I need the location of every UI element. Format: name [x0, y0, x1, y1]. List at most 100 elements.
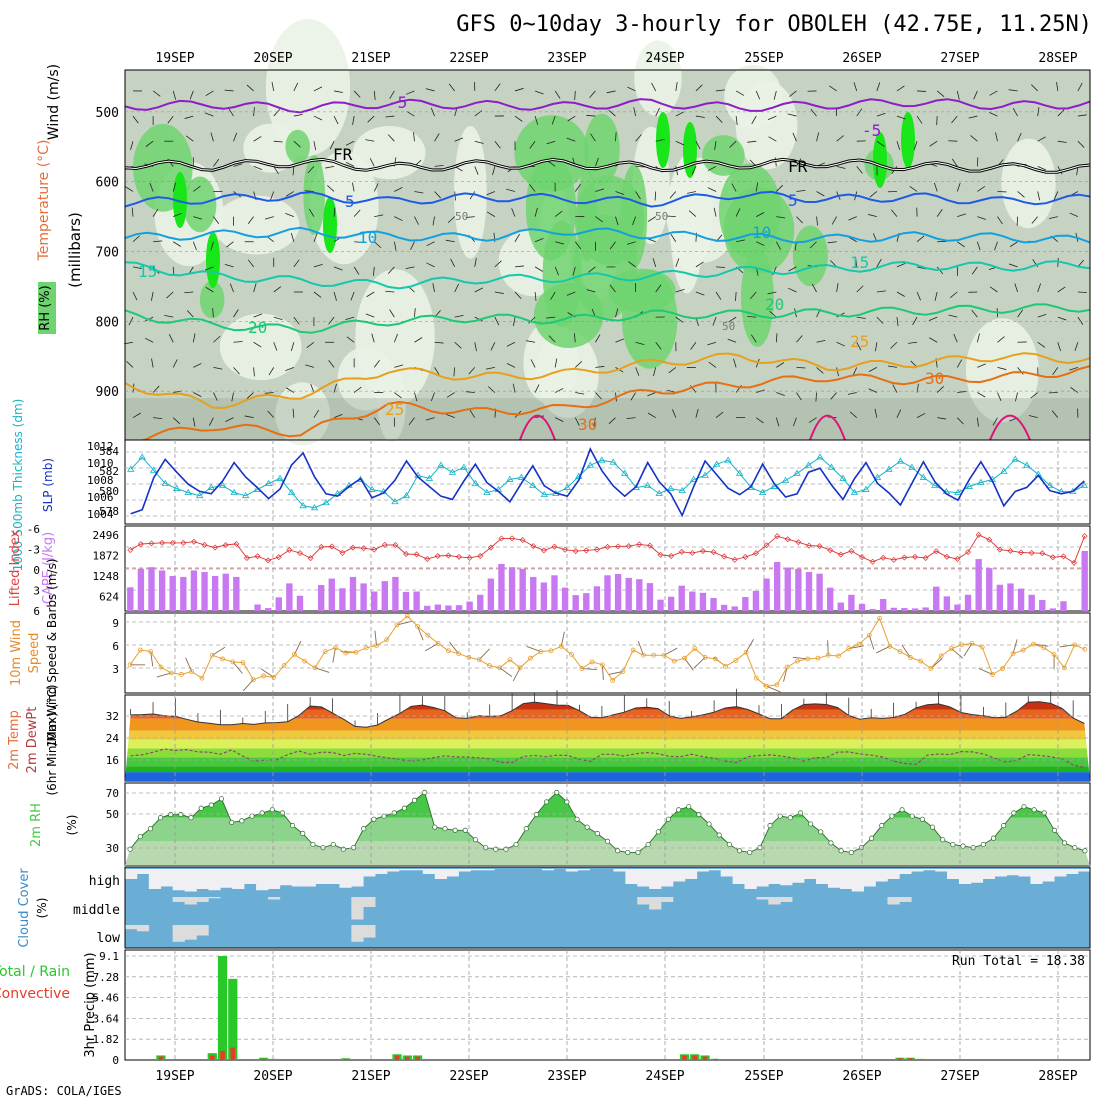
rh-dry-region — [214, 196, 299, 255]
wind-axis-label-1: 10m Wind — [9, 620, 24, 686]
top-date-label: 26SEP — [842, 51, 881, 66]
contour-label: 25 — [850, 332, 869, 351]
cloud-middle-bar — [173, 897, 185, 902]
temp2m-tick-label: 32 — [106, 710, 119, 723]
cloud-high-bar — [292, 869, 304, 887]
cloud-high-bar — [899, 869, 911, 874]
pressure-tick-label: 600 — [96, 176, 119, 191]
cloud-high-bar — [745, 869, 757, 889]
cloud-high-bar — [232, 869, 244, 889]
rh2m-point — [991, 836, 995, 840]
rh2m-point — [636, 850, 640, 854]
cloud-middle-bar — [196, 897, 208, 902]
rh2m-point — [920, 817, 924, 821]
li-axis-label: Lifted Index — [8, 529, 23, 606]
cloud-high-bar — [399, 869, 411, 870]
rh2m-point — [250, 814, 254, 818]
cape-bar — [456, 605, 462, 611]
cloud-high-bar — [852, 869, 864, 892]
cape-bar — [912, 608, 918, 611]
cloud-high-bar — [470, 869, 482, 870]
cape-bar — [785, 568, 791, 611]
rh2m-point — [1042, 811, 1046, 815]
rh2m-point — [1022, 804, 1026, 808]
cape-bar — [573, 595, 579, 611]
rh2m-point — [453, 828, 457, 832]
cape-bar — [774, 562, 780, 611]
cloud-high-bar — [756, 869, 768, 887]
contour-label: FR — [788, 157, 808, 176]
temp2m-tick-label: 16 — [106, 754, 119, 767]
cloud-high-bar — [1066, 869, 1078, 874]
precip-conv-bar — [343, 1059, 348, 1060]
slp-axis-label: SLP (mb) — [41, 458, 55, 512]
top-date-label: 27SEP — [940, 51, 979, 66]
precip-tick-label: 0 — [112, 1054, 119, 1067]
cloud-high-bar — [268, 869, 280, 889]
cape-bar — [297, 596, 303, 611]
cloud-high-bar — [649, 869, 661, 889]
rh2m-point — [372, 817, 376, 821]
cloud-layer-label: high — [89, 874, 120, 889]
cloud-high-bar — [923, 869, 935, 870]
cloud-high-bar — [447, 869, 459, 877]
rh2m-point — [839, 849, 843, 853]
precip-conv-bar — [908, 1058, 913, 1060]
cloud-high-bar — [208, 869, 220, 890]
cloud-high-bar — [173, 869, 185, 890]
cape-bar — [329, 579, 335, 611]
rh2m-point — [240, 819, 244, 823]
cloud-low-bar — [173, 925, 185, 942]
rh2m-point — [819, 830, 823, 834]
precip-total-label: Total / Rain — [0, 964, 70, 980]
contour-label: 10 — [752, 223, 771, 242]
cloud-high-bar — [673, 869, 685, 882]
rh2m-point — [605, 839, 609, 843]
thickness-point — [668, 486, 674, 491]
cape-bar — [1007, 583, 1013, 611]
rh2m-point — [169, 812, 173, 816]
cloud-high-bar — [721, 869, 733, 877]
temp-color-band — [125, 695, 1090, 710]
cape-bar — [742, 597, 748, 611]
cape-bar — [869, 609, 875, 611]
rh-moist-region — [793, 225, 828, 286]
temp-color-band — [125, 772, 1090, 781]
cape-bar — [647, 583, 653, 611]
precip-conv-bar — [713, 1059, 718, 1060]
cape-bar — [1039, 600, 1045, 611]
cloud-middle-bar — [649, 897, 661, 910]
bottom-date-label: 21SEP — [351, 1069, 390, 1084]
cape-bar — [212, 576, 218, 611]
cape-bar — [519, 569, 525, 611]
rh2m-point — [656, 830, 660, 834]
rh-moist-region — [514, 115, 588, 191]
rh-moist-region — [285, 130, 310, 164]
cloud-high-bar — [280, 869, 292, 885]
cape-bar — [180, 577, 186, 611]
rh2m-point — [941, 838, 945, 842]
rh2m-point — [138, 834, 142, 838]
precip-conv-bar — [415, 1057, 420, 1060]
top-date-label: 23SEP — [547, 51, 586, 66]
chart-title: GFS 0~10day 3-hourly for OBOLEH (42.75E,… — [456, 12, 1092, 37]
temp2m-tick-label: 24 — [106, 732, 120, 745]
cape-bar — [498, 564, 504, 611]
cape-bar — [138, 569, 144, 611]
cape-bar — [859, 604, 865, 611]
cape-bar — [148, 567, 154, 611]
temp2m-axis-label-2: 2m DewPt — [25, 707, 40, 774]
rh-band — [125, 783, 1090, 818]
cape-bar — [159, 570, 165, 611]
rh2m-tick-label: 50 — [106, 808, 119, 821]
contour-label: 30 — [578, 415, 597, 434]
cloud-high-bar — [1030, 869, 1042, 884]
rh2m-point — [544, 800, 548, 804]
bottom-date-label: 27SEP — [940, 1069, 979, 1084]
rh2m-point — [778, 814, 782, 818]
cloud-middle-bar — [899, 897, 911, 902]
rh2m-point — [270, 808, 274, 812]
rh-moist-region — [719, 164, 781, 259]
rh2m-point — [402, 806, 406, 810]
